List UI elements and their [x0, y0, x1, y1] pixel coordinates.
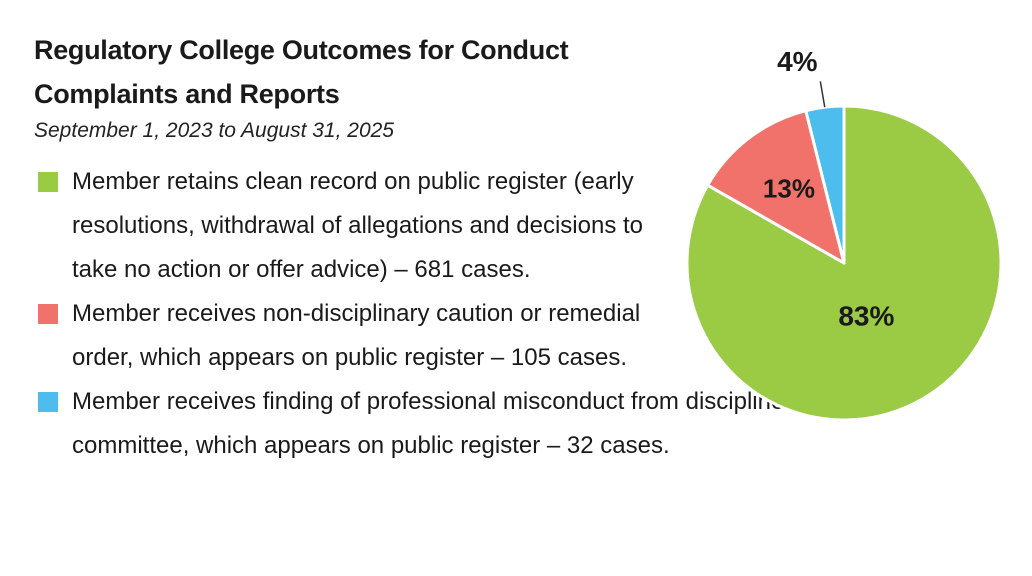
legend-swatch-red [38, 304, 58, 324]
chart-legend: Member retains clean record on public re… [38, 160, 898, 468]
pie-label-misconduct: 4% [777, 50, 818, 77]
chart-title: Regulatory College Outcomes for Conduct … [34, 35, 569, 109]
pie-chart: 83% 13% 4% [686, 50, 1006, 426]
legend-swatch-blue [38, 392, 58, 412]
pie-label-clean-record: 83% [838, 300, 894, 331]
legend-item-clean-record: Member retains clean record on public re… [38, 160, 672, 292]
legend-item-caution: Member receives non-disciplinary caution… [38, 292, 682, 380]
legend-swatch-green [38, 172, 58, 192]
pie-slice-caution [706, 109, 846, 265]
legend-item-misconduct: Member receives finding of professional … [38, 380, 892, 468]
legend-label: Member receives non-disciplinary caution… [72, 300, 641, 371]
pie-label-caution: 13% [763, 173, 815, 203]
pie-slice-clean-record [686, 104, 1003, 422]
pie-chart-svg: 83% 13% 4% [686, 50, 1003, 422]
legend-label: Member retains clean record on public re… [72, 168, 643, 283]
legend-label: Member receives finding of professional … [72, 388, 785, 459]
chart-subtitle: September 1, 2023 to August 31, 2025 [34, 119, 394, 142]
pie-leader-line [819, 81, 826, 108]
